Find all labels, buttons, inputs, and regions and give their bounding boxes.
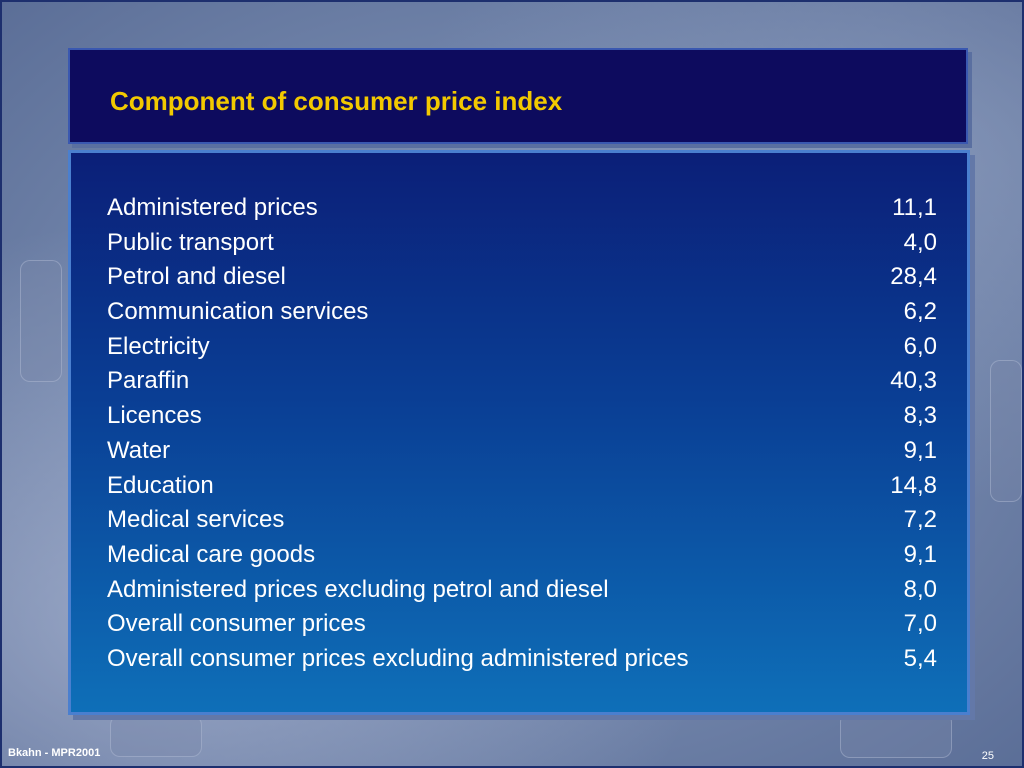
row-value: 40,3 bbox=[890, 367, 937, 395]
cpi-components-panel: Administered prices 11,1 Public transpor… bbox=[68, 150, 970, 715]
row-label: Education bbox=[107, 471, 214, 499]
row-label: Petrol and diesel bbox=[107, 263, 286, 291]
row-label: Administered prices excluding petrol and… bbox=[107, 575, 609, 603]
table-row: Communication services 6,2 bbox=[107, 295, 937, 330]
row-label: Medical services bbox=[107, 506, 285, 534]
background-keycap-decoration bbox=[840, 712, 952, 758]
row-value: 9,1 bbox=[903, 436, 937, 464]
row-value: 4,0 bbox=[903, 228, 937, 256]
row-label: Electricity bbox=[107, 332, 210, 360]
cpi-components-table: Administered prices 11,1 Public transpor… bbox=[107, 191, 937, 677]
row-label: Paraffin bbox=[107, 367, 190, 395]
table-row: Public transport 4,0 bbox=[107, 226, 937, 261]
table-row: Overall consumer prices excluding admini… bbox=[107, 642, 937, 677]
row-value: 6,0 bbox=[903, 332, 937, 360]
row-label: Medical care goods bbox=[107, 540, 316, 568]
table-row: Education 14,8 bbox=[107, 469, 937, 504]
table-row: Petrol and diesel 28,4 bbox=[107, 260, 937, 295]
row-label: Overall consumer prices excluding admini… bbox=[107, 644, 689, 672]
table-row: Electricity 6,0 bbox=[107, 330, 937, 365]
table-row: Medical care goods 9,1 bbox=[107, 538, 937, 573]
footer-author: Bkahn - MPR2001 bbox=[8, 747, 101, 759]
row-value: 7,0 bbox=[903, 610, 937, 638]
table-row: Overall consumer prices 7,0 bbox=[107, 607, 937, 642]
row-value: 7,2 bbox=[903, 506, 937, 534]
row-value: 9,1 bbox=[903, 540, 937, 568]
table-row: Administered prices 11,1 bbox=[107, 191, 937, 226]
row-label: Administered prices bbox=[107, 194, 318, 221]
table-row: Paraffin 40,3 bbox=[107, 364, 937, 399]
slide-title-box: Component of consumer price index bbox=[68, 48, 968, 144]
table-row: Administered prices excluding petrol and… bbox=[107, 573, 937, 608]
row-value: 5,4 bbox=[903, 644, 937, 672]
background-keycap-decoration bbox=[990, 360, 1022, 502]
row-value: 14,8 bbox=[890, 471, 937, 499]
row-value: 8,3 bbox=[903, 402, 937, 430]
row-label: Water bbox=[107, 436, 171, 464]
page-number: 25 bbox=[981, 750, 994, 762]
table-row: Water 9,1 bbox=[107, 434, 937, 469]
background-keycap-decoration bbox=[110, 715, 202, 757]
row-label: Overall consumer prices bbox=[107, 610, 366, 638]
table-row: Medical services 7,2 bbox=[107, 503, 937, 538]
row-value: 11,1 bbox=[892, 194, 937, 221]
row-label: Licences bbox=[107, 402, 202, 430]
row-value: 6,2 bbox=[903, 298, 937, 326]
row-value: 8,0 bbox=[903, 575, 937, 603]
table-row: Licences 8,3 bbox=[107, 399, 937, 434]
row-label: Public transport bbox=[107, 228, 274, 256]
row-value: 28,4 bbox=[890, 263, 937, 291]
slide-title: Component of consumer price index bbox=[110, 86, 563, 116]
background-keycap-decoration bbox=[20, 260, 62, 382]
row-label: Communication services bbox=[107, 298, 369, 326]
